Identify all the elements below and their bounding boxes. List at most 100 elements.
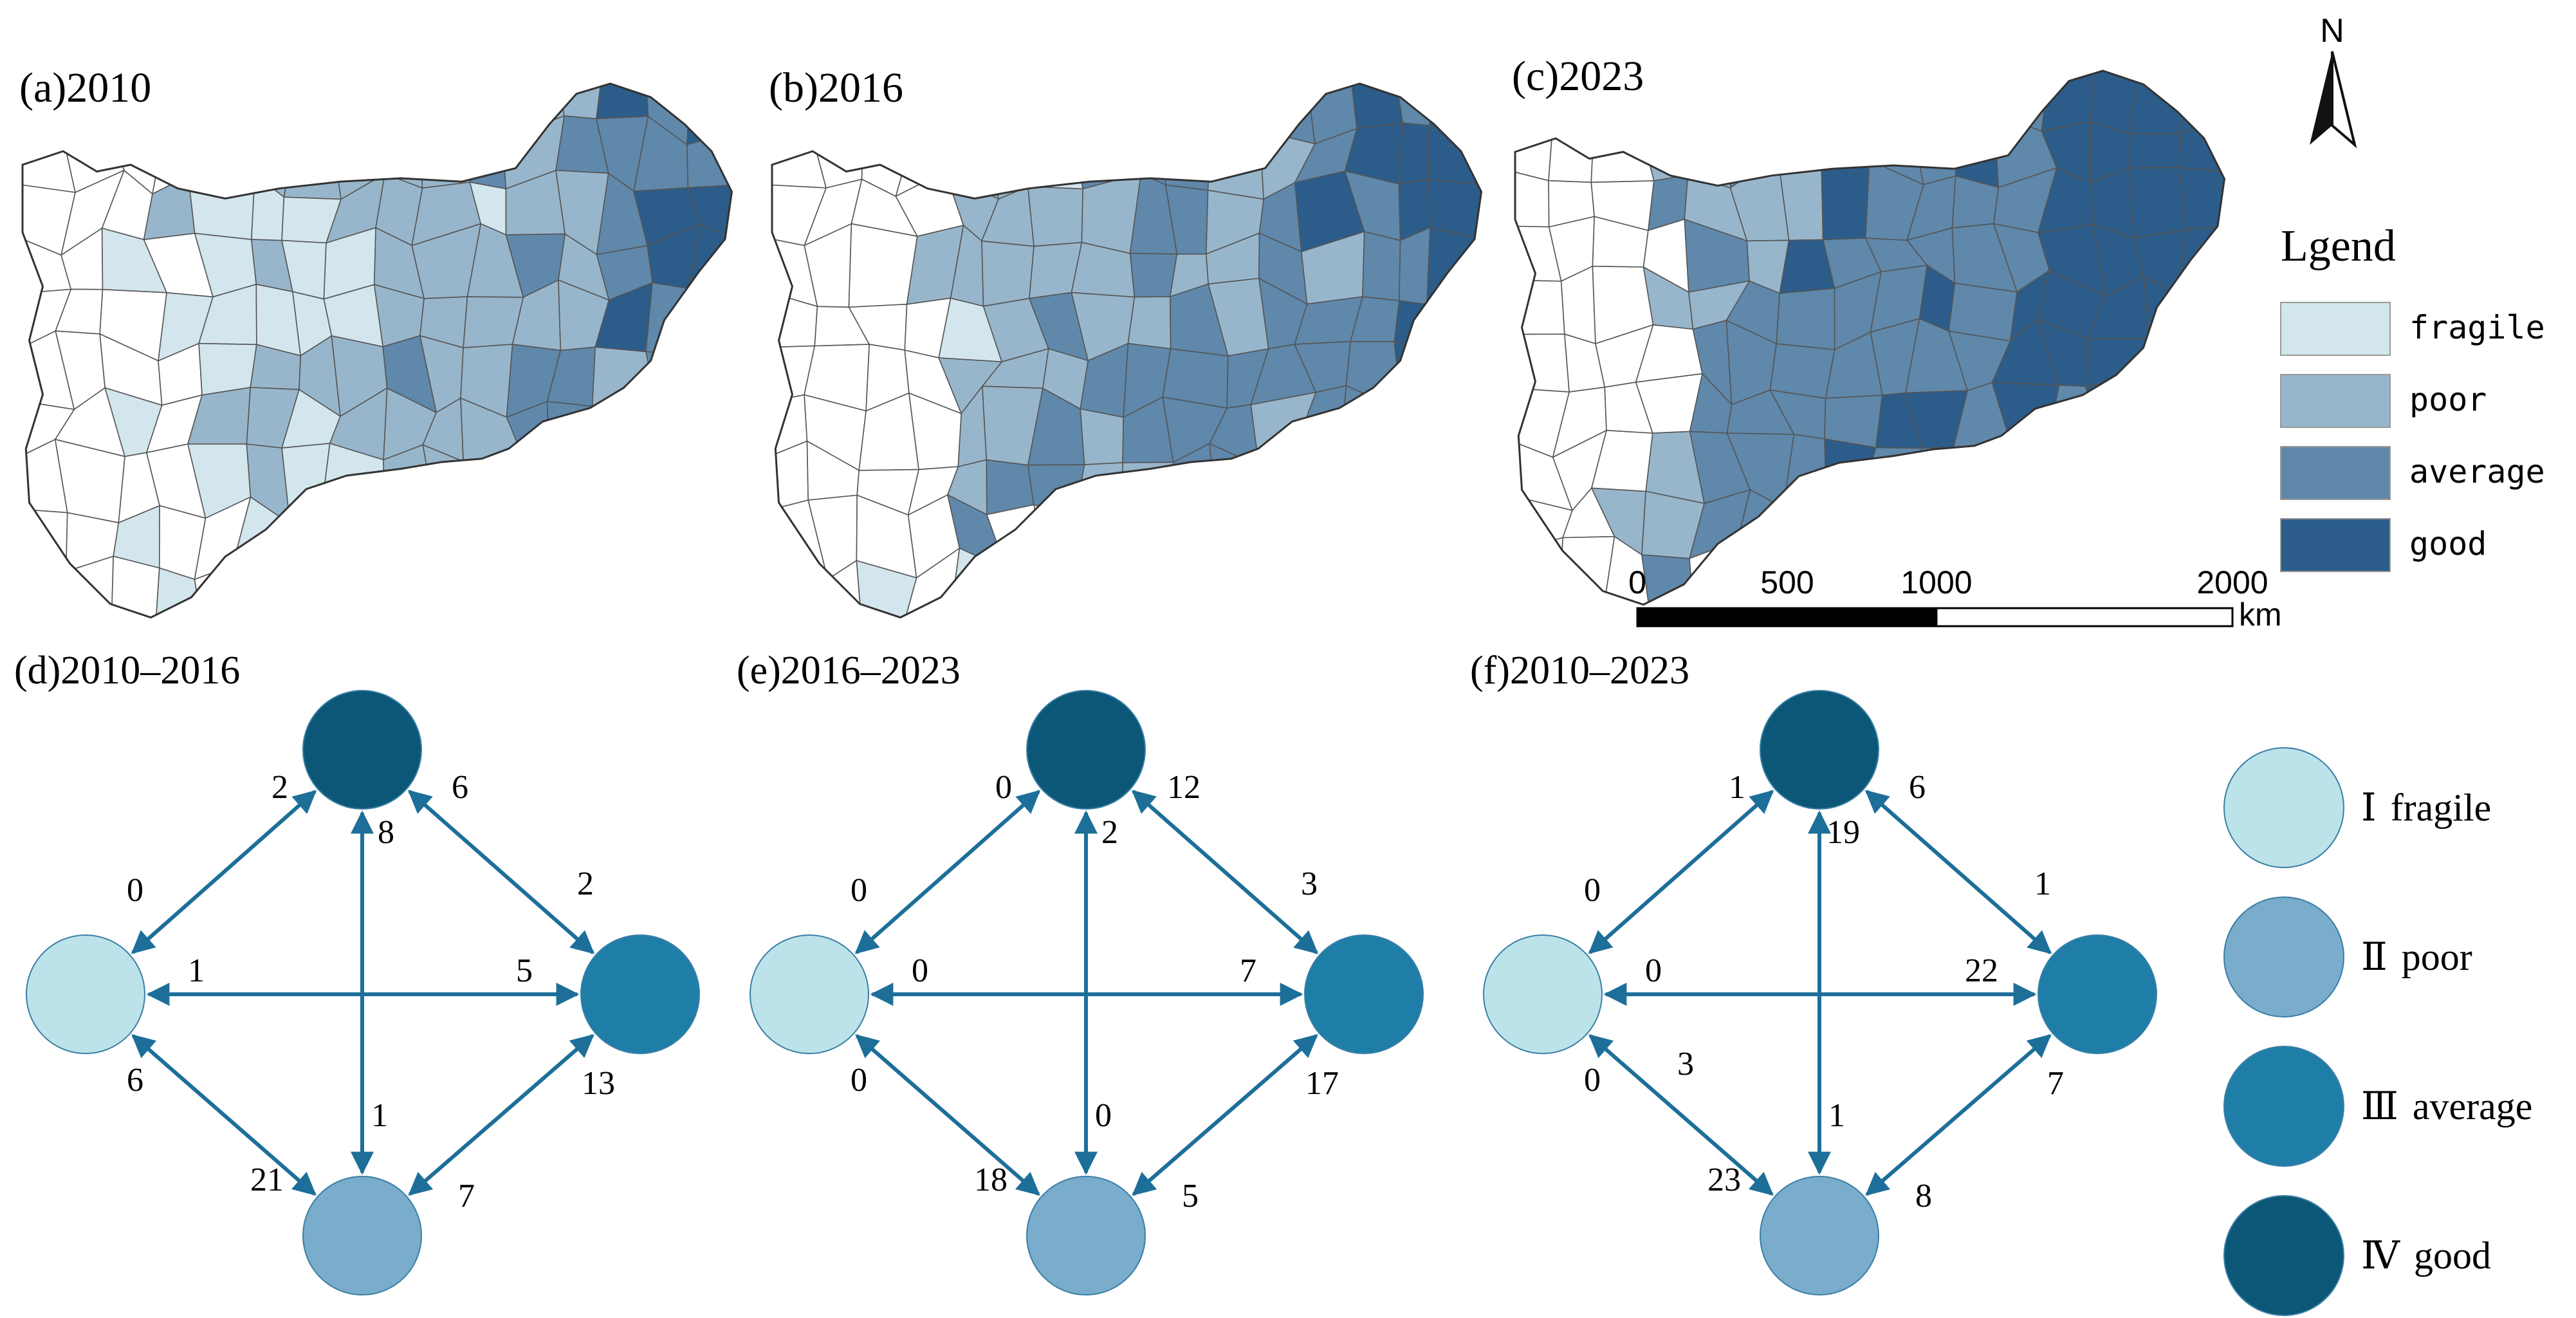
map-region [1777,104,1835,170]
map-region [1074,512,1133,568]
map-panel-2016: (b)2016 [769,64,1483,619]
map-region [687,184,732,240]
map-region [1038,551,1085,618]
map-region [2129,71,2184,135]
map-region [1826,71,1872,127]
map-region [645,549,692,618]
map-region [1439,562,1482,618]
node-II [302,1176,422,1295]
node-I [750,934,869,1054]
map-region [232,554,299,618]
map-outline-2016 [771,82,1483,619]
map-region [2184,387,2225,459]
map-region [2102,434,2146,506]
map-region [645,282,696,355]
map-region [1428,346,1482,411]
transition-count-IV-III: 6 [452,769,468,806]
transition-arrow-II-III [408,1034,594,1196]
map-region [943,137,1000,200]
legend-label-average: average [2409,453,2545,490]
scale-bar-black-segment [1636,607,1938,627]
map-region [848,223,918,308]
transition-count-II-III: 5 [1182,1178,1199,1214]
map-region [1166,546,1225,618]
map-region [1394,440,1432,524]
map-region [1781,71,1835,106]
map-region [2184,441,2225,497]
map-region [1430,492,1482,570]
map-region [2170,333,2225,398]
transition-count-II-IV: 0 [1095,1097,1112,1134]
map-region [234,121,299,198]
map-region [1128,546,1173,618]
map-region [2142,275,2180,349]
legend-label-poor: poor [2409,381,2487,418]
transition-count-III-IV: 3 [1301,866,1318,902]
legend-swatch-average [2280,446,2391,500]
map-region [1824,438,1877,496]
map-region [2138,549,2184,605]
map-region [2088,497,2142,551]
transition-count-extra: 3 [1677,1046,1694,1082]
map-region [461,555,526,618]
map-region [1821,104,1871,170]
map-region [686,454,732,510]
map-region [1641,554,1694,605]
map-region [1861,493,1907,544]
map-region [632,404,696,459]
north-arrow-label: N [2320,12,2344,50]
transition-count-II-III: 7 [458,1178,475,1214]
map-region [1783,494,1837,554]
map-region [949,547,1007,618]
scale-tick-500: 500 [1760,564,1814,600]
map-region [1953,441,2011,496]
map-region [1687,118,1734,189]
transition-count-III-II: 7 [2047,1065,2064,1102]
transition-count-I-III: 0 [912,952,928,989]
transition-count-I-II: 6 [127,1062,143,1099]
map-region [2178,225,2225,295]
map-region [2038,499,2104,551]
transition-count-IV-III: 12 [1167,769,1201,806]
transition-arrow-IV-III [1864,790,2052,954]
node-II [1760,1176,1879,1295]
transition-arrow-I-IV [1588,790,1774,954]
node-legend-circle-2 [2223,896,2344,1017]
map-region [553,564,605,618]
transition-count-II-III: 8 [1915,1178,1932,1214]
map-region [1635,71,1694,120]
map-region [2144,376,2196,459]
map-title-2016: (b)2016 [769,64,903,111]
transition-count-II-I: 21 [250,1162,284,1198]
map-region [1398,227,1431,306]
map-region [1031,84,1085,141]
map-region [378,548,436,618]
transition-count-III-II: 17 [1305,1065,1339,1102]
map-region [2007,427,2052,501]
map-region [1821,159,1870,241]
network-title: (d)2010–2016 [14,649,240,692]
map-region [524,459,570,524]
transition-count-III-I: 7 [1240,952,1256,989]
map-region [595,84,649,120]
map-region [2007,492,2042,556]
map-region [155,84,201,143]
map-region [1548,102,1596,183]
map-region [556,84,602,120]
transition-count-III-I: 22 [1965,952,1998,989]
map-region [1769,343,1835,399]
map-region [2004,549,2050,605]
map-region [981,240,1035,307]
transition-count-IV-I: 1 [1729,769,1745,806]
map-region [1958,71,2006,118]
map-region [548,444,611,508]
transition-count-III-IV: 2 [577,866,594,902]
map-region [333,548,392,618]
node-IV [302,690,422,810]
scale-unit: km [2239,597,2282,633]
map-region [1027,129,1084,190]
